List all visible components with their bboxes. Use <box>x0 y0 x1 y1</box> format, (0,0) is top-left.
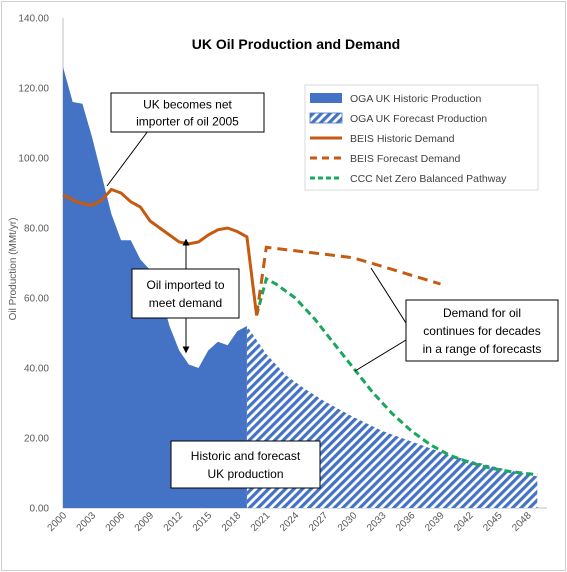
y-tick-label: 20.00 <box>24 434 49 445</box>
legend: OGA UK Historic Production OGA UK Forecas… <box>304 84 539 191</box>
annotation-text: Demand for oil <box>443 306 521 320</box>
legend-label: BEIS Forecast Demand <box>350 153 460 165</box>
annotation-text: UK becomes net <box>143 97 232 111</box>
legend-box <box>304 84 539 191</box>
y-tick-label: 40.00 <box>24 364 49 375</box>
annotation-text: Oil imported to <box>146 278 224 292</box>
y-tick-label: 140.00 <box>18 14 49 25</box>
x-tick-label: 2024 <box>278 510 302 534</box>
annotation-text: importer of oil 2005 <box>136 114 239 128</box>
x-tick-label: 2027 <box>307 510 331 534</box>
x-tick-label: 2009 <box>133 510 157 534</box>
beis-historic-demand-line <box>62 187 259 316</box>
callout-leader-line <box>354 339 407 372</box>
x-tick-label: 2015 <box>191 510 215 534</box>
y-tick-labels: 0.00 20.00 40.00 60.00 80.00 100.00 120.00 140.… <box>18 14 49 515</box>
y-tick-label: 0.00 <box>30 504 50 515</box>
x-tick-labels: 2000 2003 2006 2009 2012 2015 2018 2021 2024 2027… <box>46 510 534 534</box>
legend-label: BEIS Historic Demand <box>350 133 455 145</box>
y-tick-label: 80.00 <box>24 224 49 235</box>
x-tick-label: 2036 <box>394 510 418 534</box>
x-tick-label: 2045 <box>481 510 505 534</box>
x-tick-label: 2033 <box>365 510 389 534</box>
callout-leader-line <box>106 130 149 187</box>
legend-swatch <box>309 112 343 124</box>
x-tick-label: 2012 <box>162 510 186 534</box>
ccc-net-zero-line <box>255 276 538 477</box>
annotation-box <box>170 440 321 489</box>
x-tick-label: 2006 <box>104 510 128 534</box>
x-tick-label: 2039 <box>423 510 447 534</box>
annotation-text: meet demand <box>149 296 222 310</box>
y-axis-label: Oil Production (MMt/yr) <box>8 218 19 321</box>
beis-forecast-demand-line <box>255 245 441 316</box>
annotation-box <box>131 268 240 319</box>
annotation-text: continues for decades <box>423 324 540 338</box>
y-tick-label: 120.00 <box>18 84 49 95</box>
annotations-layer: UK becomes net importer of oil 2005 Oil im… <box>106 92 559 489</box>
annotation-box <box>405 299 559 362</box>
x-tick-label: 2042 <box>452 510 476 534</box>
x-tick-label: 2048 <box>510 510 534 534</box>
x-tick-label: 2021 <box>249 510 273 534</box>
chart-title: UK Oil Production and Demand <box>192 36 400 52</box>
x-tick-label: 2000 <box>46 510 70 534</box>
x-tick-label: 2018 <box>220 510 244 534</box>
y-tick-label: 100.00 <box>18 154 49 165</box>
legend-label: OGA UK Forecast Production <box>350 113 487 125</box>
legend-swatch <box>310 93 342 103</box>
annotation-text: in a range of forecasts <box>423 342 542 356</box>
legend-label: OGA UK Historic Production <box>350 93 481 105</box>
x-tick-label: 2003 <box>75 510 99 534</box>
annotation-text: UK production <box>207 467 283 481</box>
y-tick-label: 60.00 <box>24 294 49 305</box>
legend-label: CCC Net Zero Balanced Pathway <box>350 173 507 185</box>
callout-leader-line <box>370 267 407 324</box>
annotation-text: Historic and forecast <box>191 449 301 463</box>
x-tick-label: 2030 <box>336 510 360 534</box>
annotation-box <box>110 92 265 133</box>
